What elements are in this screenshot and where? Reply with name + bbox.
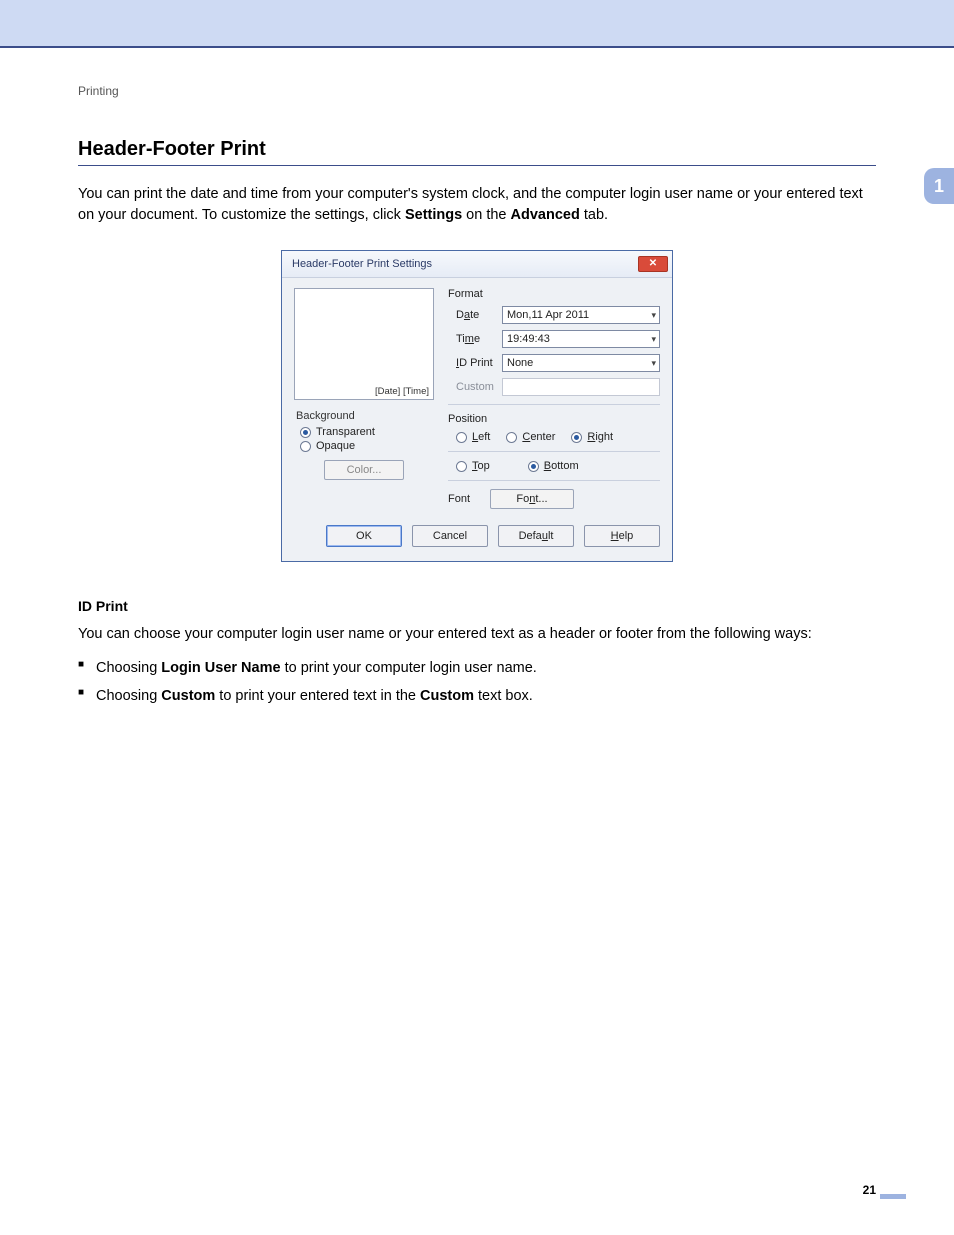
dialog-titlebar: Header-Footer Print Settings ✕ [282, 251, 672, 278]
settings-dialog: Header-Footer Print Settings ✕ [Date] [T… [281, 250, 673, 562]
color-button[interactable]: Color... [324, 460, 404, 480]
radio-transparent[interactable]: Transparent [300, 426, 434, 438]
dialog-title: Header-Footer Print Settings [292, 258, 432, 270]
radio-icon [571, 432, 582, 443]
radio-opaque[interactable]: Opaque [300, 440, 434, 452]
radio-bottom[interactable]: Bottom [528, 460, 579, 472]
li1-c: to print your computer login user name. [281, 660, 537, 676]
radio-icon [456, 461, 467, 472]
date-row: Date Mon,11 Apr 2011 [448, 306, 660, 324]
radio-icon [300, 441, 311, 452]
custom-row: Custom [448, 378, 660, 396]
default-button[interactable]: Default [498, 525, 574, 547]
chapter-number: 1 [934, 176, 944, 197]
custom-label: Custom [448, 381, 502, 393]
idprint-text: You can choose your computer login user … [78, 624, 876, 645]
idprint-label: ID Print [448, 357, 502, 369]
format-label: Format [448, 288, 660, 300]
background-label: Background [296, 410, 434, 422]
li1-b: Login User Name [161, 660, 280, 676]
custom-input[interactable] [502, 378, 660, 396]
divider [448, 451, 660, 452]
help-button[interactable]: Help [584, 525, 660, 547]
font-button[interactable]: Font... [490, 489, 574, 509]
chapter-tab: 1 [924, 168, 954, 204]
radio-left-label: Left [472, 431, 490, 443]
divider [448, 404, 660, 405]
li2-e: text box. [474, 688, 533, 704]
dialog-body: [Date] [Time] Background Transparent Opa… [282, 278, 672, 517]
date-label: Date [448, 309, 502, 321]
radio-icon [506, 432, 517, 443]
intro-paragraph: You can print the date and time from you… [78, 184, 876, 226]
list-item: Choosing Custom to print your entered te… [78, 683, 876, 711]
idprint-combo[interactable]: None [502, 354, 660, 372]
radio-transparent-label: Transparent [316, 426, 375, 438]
close-icon: ✕ [649, 259, 657, 269]
radio-top[interactable]: Top [456, 460, 490, 472]
header-bar [0, 0, 954, 48]
preview-box: [Date] [Time] [294, 288, 434, 400]
intro-bold-1: Settings [405, 207, 462, 223]
radio-icon [456, 432, 467, 443]
li2-a: Choosing [96, 688, 161, 704]
radio-right[interactable]: Right [571, 431, 613, 443]
dialog-left-pane: [Date] [Time] Background Transparent Opa… [294, 288, 434, 509]
idprint-heading: ID Print [78, 598, 876, 614]
position-label: Position [448, 413, 660, 425]
cancel-button[interactable]: Cancel [412, 525, 488, 547]
page-content: Printing Header-Footer Print You can pri… [0, 48, 954, 710]
radio-center-label: Center [522, 431, 555, 443]
page-number: 21 [863, 1183, 876, 1197]
radio-icon [300, 427, 311, 438]
radio-left[interactable]: Left [456, 431, 490, 443]
dialog-footer: OK Cancel Default Help [282, 517, 672, 561]
idprint-list: Choosing Login User Name to print your c… [78, 655, 876, 710]
radio-center[interactable]: Center [506, 431, 555, 443]
intro-text-2: on the [462, 207, 510, 223]
time-label: Time [448, 333, 502, 345]
position-v-row: Top Bottom [448, 460, 660, 472]
page-number-bar [880, 1194, 906, 1199]
preview-tag: [Date] [Time] [375, 386, 429, 397]
date-combo[interactable]: Mon,11 Apr 2011 [502, 306, 660, 324]
time-row: Time 19:49:43 [448, 330, 660, 348]
li1-a: Choosing [96, 660, 161, 676]
li2-d: Custom [420, 688, 474, 704]
font-label: Font [448, 493, 470, 505]
li2-b: Custom [161, 688, 215, 704]
section-title: Header-Footer Print [78, 138, 876, 166]
radio-bottom-label: Bottom [544, 460, 579, 472]
dialog-right-pane: Format Date Mon,11 Apr 2011 Time 19:49:4… [448, 288, 660, 509]
intro-bold-2: Advanced [511, 207, 580, 223]
radio-top-label: Top [472, 460, 490, 472]
ok-button[interactable]: OK [326, 525, 402, 547]
font-row: Font Font... [448, 489, 660, 509]
radio-icon [528, 461, 539, 472]
idprint-row: ID Print None [448, 354, 660, 372]
divider [448, 480, 660, 481]
close-button[interactable]: ✕ [638, 256, 668, 272]
radio-right-label: Right [587, 431, 613, 443]
time-combo[interactable]: 19:49:43 [502, 330, 660, 348]
radio-opaque-label: Opaque [316, 440, 355, 452]
position-h-row: Left Center Right [448, 431, 660, 443]
breadcrumb: Printing [78, 84, 876, 98]
list-item: Choosing Login User Name to print your c… [78, 655, 876, 683]
li2-c: to print your entered text in the [215, 688, 420, 704]
intro-text-3: tab. [580, 207, 608, 223]
